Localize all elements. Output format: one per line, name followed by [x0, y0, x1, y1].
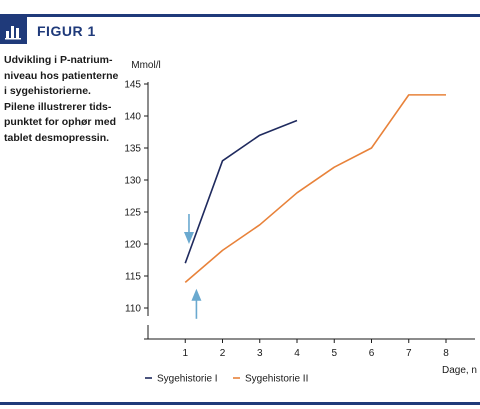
y-tick-label: 115 — [125, 272, 141, 283]
figure-header: FIGUR 1 — [0, 17, 480, 45]
arrow-annotation-up — [191, 288, 202, 319]
arrow-head — [191, 288, 202, 301]
series-line-1 — [184, 119, 298, 264]
y-tick-label: 140 — [124, 112, 141, 123]
y-tick-label: 120 — [124, 240, 141, 251]
chart-marks — [183, 94, 447, 319]
figure-caption: Udvikling i P-natrium- niveau hos patien… — [4, 53, 126, 146]
caption-line: niveau hos patienterne — [4, 69, 119, 82]
top-rule — [0, 14, 480, 17]
chart-legend: Sygehistorie I Sygehistorie II — [145, 374, 308, 385]
y-tick-label: 130 — [124, 176, 141, 187]
x-tick-label: 6 — [369, 348, 375, 359]
x-tick-label: 1 — [182, 348, 188, 359]
arrow-annotation-down — [183, 214, 194, 244]
caption-line: tablet desmopressin. — [4, 131, 110, 144]
caption-line: Pilene illustrerer tids- — [4, 100, 112, 113]
y-tick-label: 110 — [125, 304, 141, 315]
y-tick-label: 145 — [124, 80, 141, 91]
y-tick-label: 135 — [124, 144, 141, 155]
caption-line: Udvikling i P-natrium- — [4, 54, 113, 66]
x-tick-label: 8 — [443, 348, 449, 359]
legend-label: Sygehistorie I — [157, 374, 218, 385]
legend-label: Sygehistorie II — [245, 374, 308, 385]
x-tick-label: 3 — [257, 348, 263, 359]
arrow-head — [183, 232, 194, 244]
y-axis-title: Mmol/l — [131, 60, 160, 71]
series-line-2 — [184, 94, 446, 284]
bottom-rule — [0, 402, 480, 405]
caption-line: i sygehistorierne. — [4, 85, 91, 97]
y-tick-label: 125 — [124, 208, 141, 219]
chart-axes: 110 115 120 125 130 135 140 145 1 2 3 4 5 6 7 8 Mmol/l Da… — [124, 60, 477, 376]
x-tick-label: 5 — [331, 348, 337, 359]
figure-label: FIGUR 1 — [37, 23, 96, 39]
x-axis-title: Dage, n — [442, 365, 477, 376]
x-tick-label: 7 — [406, 348, 412, 359]
x-tick-label: 2 — [220, 348, 226, 359]
x-tick-label: 4 — [294, 348, 300, 359]
chart-icon — [0, 17, 27, 44]
caption-line: punktet for ophør med — [4, 116, 116, 128]
